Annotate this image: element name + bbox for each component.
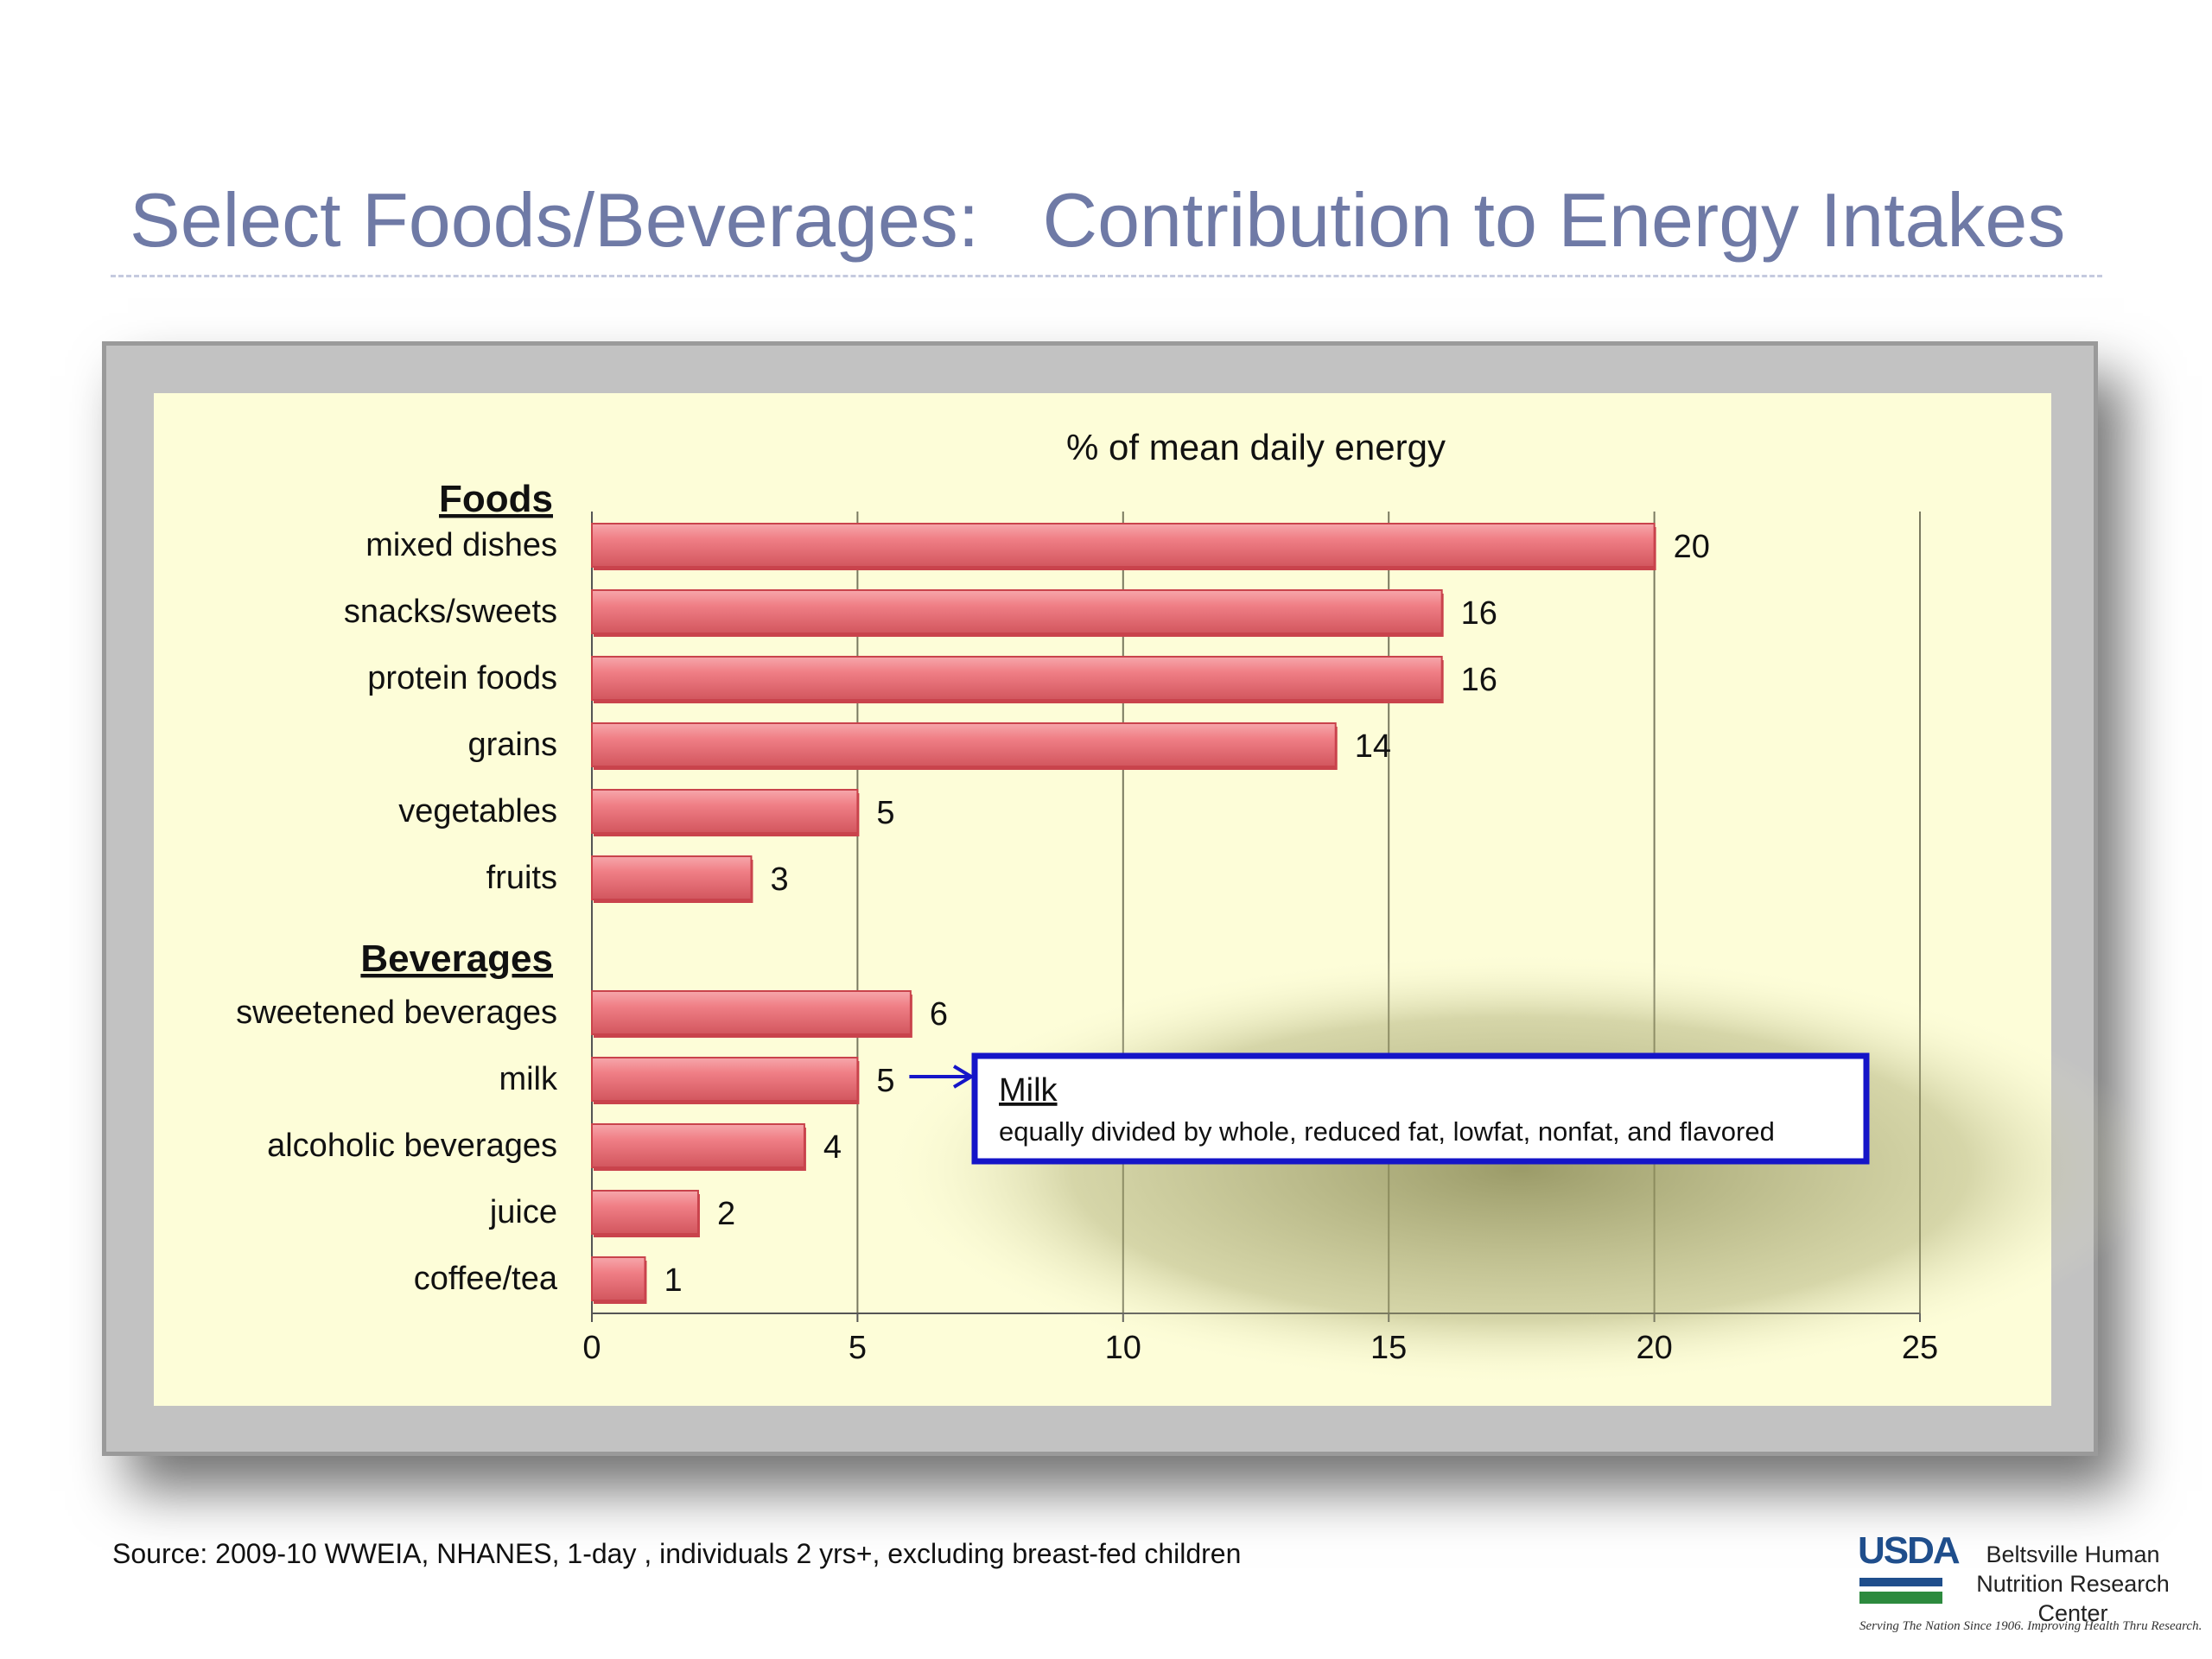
callout-heading: Milk [999, 1072, 1058, 1109]
callout-box [971, 1052, 1870, 1165]
category-label: grains [468, 727, 558, 763]
bar-juice [591, 1190, 699, 1235]
category-label: sweetened beverages [236, 995, 557, 1031]
category-label: protein foods [367, 660, 557, 696]
callout-shadow [880, 952, 2160, 1386]
title-divider [111, 275, 2102, 277]
x-tick-label: 5 [849, 1330, 867, 1366]
data-label: 1 [664, 1262, 682, 1299]
data-label: 6 [930, 996, 948, 1033]
category-label: milk [499, 1061, 558, 1097]
x-tick-label: 25 [1902, 1330, 1938, 1366]
bar-fruits [591, 855, 753, 900]
x-tick-label: 20 [1636, 1330, 1672, 1366]
bar-vegetables [591, 789, 859, 834]
data-label: 14 [1355, 728, 1391, 765]
data-label: 16 [1461, 595, 1497, 632]
usda-wordmark: USDA [1858, 1529, 1961, 1572]
data-label: 4 [823, 1129, 842, 1166]
bar-grains [591, 722, 1337, 767]
data-label: 5 [876, 1063, 894, 1099]
x-tick-label: 15 [1370, 1330, 1407, 1366]
category-label: snacks/sweets [344, 594, 557, 630]
chart-title: % of mean daily energy [1066, 427, 1446, 467]
bar-alcoholic-beverages [591, 1123, 805, 1168]
data-label: 3 [770, 861, 788, 898]
slide-title: Select Foods/Beverages: Contribution to … [130, 177, 2066, 263]
bar-snacks-sweets [591, 589, 1443, 634]
callout-arrow-head [952, 1065, 975, 1089]
data-label: 16 [1461, 662, 1497, 698]
bar-milk [591, 1057, 859, 1102]
bar-protein-foods [591, 656, 1443, 701]
bar-mixed-dishes [591, 523, 1656, 568]
x-tick-label: 0 [582, 1330, 601, 1366]
group-header-foods: Foods [439, 478, 553, 520]
category-label: mixed dishes [365, 527, 557, 563]
category-label: fruits [486, 860, 557, 896]
callout-text: equally divided by whole, reduced fat, l… [999, 1116, 1775, 1147]
data-label: 2 [717, 1196, 735, 1232]
category-label: juice [489, 1194, 557, 1230]
data-label: 5 [876, 795, 894, 831]
group-header-beverages: Beverages [360, 938, 553, 980]
data-label: 20 [1674, 529, 1710, 565]
usda-logo-stripe [1859, 1578, 1942, 1586]
usda-logo-field [1859, 1592, 1942, 1604]
logo-tagline: Serving The Nation Since 1906. Improving… [1859, 1619, 2202, 1633]
category-label: alcoholic beverages [267, 1128, 557, 1164]
research-center-name: Beltsville Human Nutrition Research Cent… [1976, 1541, 2170, 1626]
category-label: coffee/tea [414, 1261, 558, 1297]
category-label: vegetables [398, 793, 557, 830]
bar-coffee-tea [591, 1256, 646, 1301]
usda-logo: USDA Beltsville Human Nutrition Research… [1858, 1529, 2202, 1642]
bar-sweetened-beverages [591, 990, 912, 1035]
x-tick-label: 10 [1105, 1330, 1141, 1366]
source-note: Source: 2009-10 WWEIA, NHANES, 1-day , i… [112, 1538, 1242, 1569]
